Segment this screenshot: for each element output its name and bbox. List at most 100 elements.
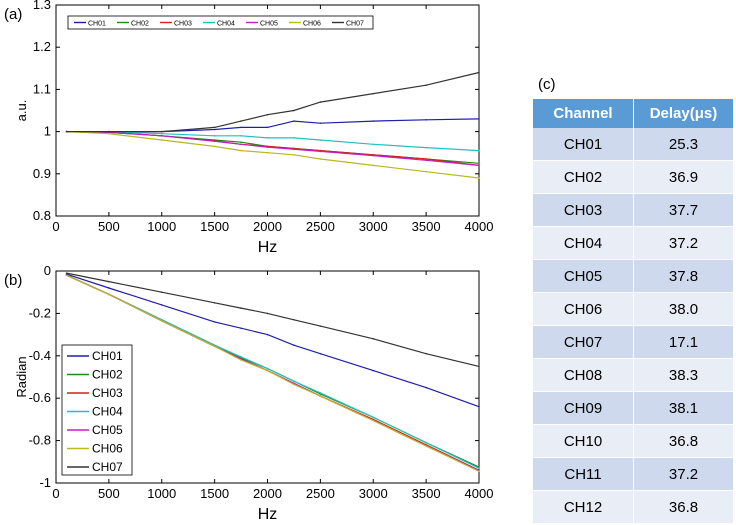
data-point-ch06 <box>425 445 427 447</box>
channel-cell: CH10 <box>533 424 634 458</box>
channel-cell: CH08 <box>533 358 634 392</box>
data-point-ch04 <box>478 149 480 152</box>
data-point-ch01 <box>425 118 427 121</box>
x-tick-label: 0 <box>52 486 59 501</box>
data-point-ch04 <box>319 139 322 141</box>
table-row: CH03 37.7 <box>533 193 733 227</box>
chart-a-magnitude: 0 500 1000 1500 2000 2500 3000 3500 4000 0.8 0.9 1 1… <box>14 0 493 256</box>
data-point-ch07 <box>425 84 427 86</box>
data-point-ch06 <box>266 369 269 372</box>
data-point-ch01 <box>266 333 269 336</box>
legend-label: CH01 <box>92 349 123 363</box>
data-point-ch07 <box>160 130 163 133</box>
x-tick-label: 3500 <box>412 219 441 234</box>
x-tick-label: 1000 <box>147 486 176 501</box>
y-tick-label: 0.8 <box>33 208 51 223</box>
delay-cell: 38.1 <box>633 391 733 425</box>
data-point-ch06 <box>478 177 480 179</box>
y-tick-label: 1 <box>44 124 51 139</box>
y-tick-label: -0.2 <box>29 305 51 320</box>
data-point-ch04 <box>478 467 480 469</box>
data-point-ch07 <box>65 130 68 133</box>
y-axis-label: a.u. <box>14 100 29 122</box>
x-tick-label: 3000 <box>359 219 388 234</box>
data-point-ch06 <box>65 274 68 277</box>
y-tick-label: 1.2 <box>33 39 51 54</box>
x-tick-label: 1500 <box>200 486 229 501</box>
y-tick-label: 0.9 <box>33 166 51 181</box>
data-point-ch06 <box>319 158 322 160</box>
data-point-ch04 <box>372 416 375 419</box>
x-tick-label: 500 <box>98 486 120 501</box>
x-tick-label: 3500 <box>412 486 441 501</box>
y-tick-label: -0.4 <box>29 348 51 363</box>
delay-cell: 37.2 <box>633 226 733 260</box>
data-point-ch01 <box>293 120 295 122</box>
data-point-ch07 <box>319 325 322 327</box>
table-row: CH12 36.8 <box>533 490 733 524</box>
data-point-ch06 <box>160 320 163 322</box>
channel-cell: CH03 <box>533 193 634 227</box>
data-point-ch06 <box>425 170 427 173</box>
data-point-ch07 <box>372 338 375 340</box>
channel-cell: CH04 <box>533 226 634 260</box>
delay-table: Channel Delay(μs) CH01 25.3 CH02 36.9 CH03 37… <box>533 99 733 524</box>
table-row: CH10 36.8 <box>533 424 733 458</box>
legend-label: CH07 <box>346 21 364 28</box>
channel-cell: CH05 <box>533 259 634 293</box>
channel-cell: CH11 <box>533 457 634 491</box>
data-point-ch07 <box>65 272 68 274</box>
x-tick-label: 1500 <box>200 219 229 234</box>
legend-label: CH04 <box>92 405 123 419</box>
x-tick-label: 2500 <box>306 219 335 234</box>
legend: CH01 CH02 CH03 CH04 CH05 CH06 CH07 <box>61 344 133 476</box>
data-point-ch03 <box>425 158 427 160</box>
table-row: CH01 25.3 <box>533 128 733 161</box>
data-point-ch07 <box>213 126 216 129</box>
data-point-ch01 <box>372 369 375 372</box>
delay-cell: 36.8 <box>633 490 733 524</box>
data-point-ch01 <box>478 118 480 120</box>
y-tick-label: -0.8 <box>29 433 51 448</box>
x-axis-label: Hz <box>258 239 278 256</box>
data-point-ch01 <box>108 287 110 289</box>
data-point-ch01 <box>213 321 216 323</box>
data-point-ch04 <box>293 380 295 383</box>
data-point-ch07 <box>108 130 110 133</box>
data-point-ch01 <box>478 405 480 408</box>
delay-cell: 37.8 <box>633 259 733 293</box>
data-point-ch07 <box>425 352 427 355</box>
x-tick-label: 4000 <box>465 219 494 234</box>
legend-label: CH02 <box>131 21 149 28</box>
y-tick-label: -1 <box>39 475 51 490</box>
panel-label-a: (a) <box>4 6 23 23</box>
delay-cell: 38.0 <box>633 292 733 326</box>
x-tick-label: 500 <box>98 219 120 234</box>
data-point-ch01 <box>319 352 322 355</box>
delay-table-body: CH01 25.3 CH02 36.9 CH03 37.7 CH04 37.2 CH05 37.8… <box>533 128 733 524</box>
data-point-ch05 <box>372 154 375 157</box>
data-point-ch04 <box>266 367 269 370</box>
legend-label: CH06 <box>303 21 321 28</box>
channel-cell: CH06 <box>533 292 634 326</box>
column-header-delay: Delay(μs) <box>633 99 733 128</box>
legend-label: CH06 <box>92 442 123 456</box>
data-point-ch07 <box>319 101 322 103</box>
delay-cell: 25.3 <box>633 128 733 161</box>
table-row: CH05 37.8 <box>533 259 733 293</box>
plot-area <box>55 4 480 217</box>
table-row: CH08 38.3 <box>533 358 733 392</box>
data-point-ch04 <box>160 132 163 135</box>
data-point-ch06 <box>108 293 110 296</box>
delay-cell: 36.9 <box>633 160 733 194</box>
data-point-ch01 <box>240 126 242 129</box>
data-point-ch05 <box>478 164 480 167</box>
data-point-ch07 <box>108 280 110 283</box>
legend-label: CH04 <box>217 21 235 28</box>
data-point-ch04 <box>293 137 295 139</box>
data-point-ch06 <box>240 359 242 361</box>
channel-cell: CH02 <box>533 160 634 194</box>
table-row: CH07 17.1 <box>533 325 733 359</box>
data-point-ch07 <box>160 291 163 294</box>
